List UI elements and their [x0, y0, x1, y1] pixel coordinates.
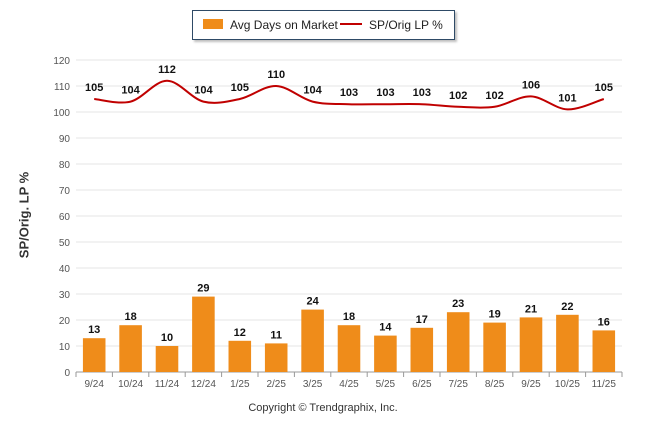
line-data-label: 105 [595, 82, 613, 94]
line-data-label: 112 [158, 64, 176, 76]
x-tick-label: 1/25 [230, 379, 250, 390]
bar-data-label: 18 [124, 311, 136, 323]
line-data-label: 104 [121, 85, 140, 97]
line-data-label: 104 [194, 85, 213, 97]
copyright-text: Copyright © Trendgraphix, Inc. [248, 402, 398, 414]
x-tick-label: 12/24 [191, 379, 216, 390]
line-data-label: 105 [85, 82, 103, 94]
bar [483, 322, 506, 372]
bar-data-label: 24 [306, 296, 319, 308]
y-tick-label: 120 [53, 56, 70, 67]
line-data-label: 110 [267, 69, 285, 81]
bar [82, 338, 106, 372]
bar [264, 343, 288, 372]
legend-bar-swatch [203, 19, 223, 29]
y-tick-label: 60 [59, 212, 71, 223]
x-tick-label: 6/25 [412, 379, 432, 390]
bar-data-label: 17 [416, 314, 428, 326]
line-data-label: 105 [231, 82, 249, 94]
line-data-label: 101 [558, 92, 576, 104]
bar-data-label: 21 [525, 303, 537, 315]
bar-data-label: 11 [270, 329, 282, 341]
chart-legend: Avg Days on Market SP/Orig LP % [192, 10, 455, 40]
x-tick-label: 11/25 [592, 379, 617, 390]
bar [192, 296, 215, 372]
bar-data-label: 12 [234, 327, 246, 339]
y-tick-label: 100 [53, 108, 70, 119]
y-tick-label: 90 [59, 134, 71, 145]
series-line-sp-orig-lp [94, 79, 605, 111]
bar-data-label: 16 [598, 316, 610, 328]
bar-data-label: 14 [379, 322, 392, 334]
bar [592, 330, 616, 372]
line-data-label: 103 [413, 87, 431, 99]
bar-data-label: 18 [343, 311, 355, 323]
y-tick-label: 80 [59, 160, 71, 171]
x-tick-label: 8/25 [485, 379, 505, 390]
bar [519, 317, 543, 372]
line-data-label: 102 [449, 90, 467, 102]
bar-data-label: 19 [488, 309, 500, 321]
line-data-label: 102 [485, 90, 503, 102]
legend-label-sp-orig-lp: SP/Orig LP % [369, 18, 443, 32]
line-data-label: 104 [303, 85, 322, 97]
y-tick-label: 40 [59, 264, 71, 275]
y-axis-label: SP/Orig. LP % [16, 171, 32, 259]
y-tick-label: 10 [59, 342, 71, 353]
x-tick-label: 9/24 [84, 379, 104, 390]
legend-line-swatch [340, 23, 362, 25]
bar [374, 335, 397, 372]
bar [337, 325, 361, 372]
legend-label-days-on-market: Avg Days on Market [230, 18, 338, 32]
bar [446, 312, 470, 372]
y-tick-label: 0 [64, 368, 70, 379]
bar [155, 346, 179, 372]
y-tick-label: 70 [59, 186, 71, 197]
x-tick-label: 7/25 [448, 379, 468, 390]
bar [119, 325, 142, 372]
x-tick-label: 3/25 [303, 379, 323, 390]
bar-data-label: 22 [561, 301, 573, 313]
bar [301, 309, 324, 372]
y-tick-label: 30 [59, 290, 71, 301]
line-data-label: 103 [340, 87, 358, 99]
x-tick-label: 4/25 [339, 379, 359, 390]
bar [410, 327, 434, 372]
bar-data-label: 23 [452, 298, 464, 310]
x-tick-label: 11/24 [155, 379, 180, 390]
x-tick-label: 9/25 [521, 379, 541, 390]
line-data-label: 106 [522, 79, 540, 91]
y-tick-label: 50 [59, 238, 71, 249]
x-tick-label: 10/25 [555, 379, 580, 390]
x-tick-label: 10/24 [118, 379, 143, 390]
x-tick-label: 5/25 [376, 379, 396, 390]
line-data-label: 103 [376, 87, 394, 99]
bar-data-label: 29 [197, 283, 209, 295]
bar-data-label: 13 [88, 324, 100, 336]
y-tick-label: 110 [54, 82, 70, 93]
x-tick-label: 2/25 [266, 379, 286, 390]
bar [556, 314, 579, 372]
y-tick-label: 20 [59, 316, 71, 327]
bar [228, 340, 252, 372]
bar-data-label: 10 [161, 332, 173, 344]
